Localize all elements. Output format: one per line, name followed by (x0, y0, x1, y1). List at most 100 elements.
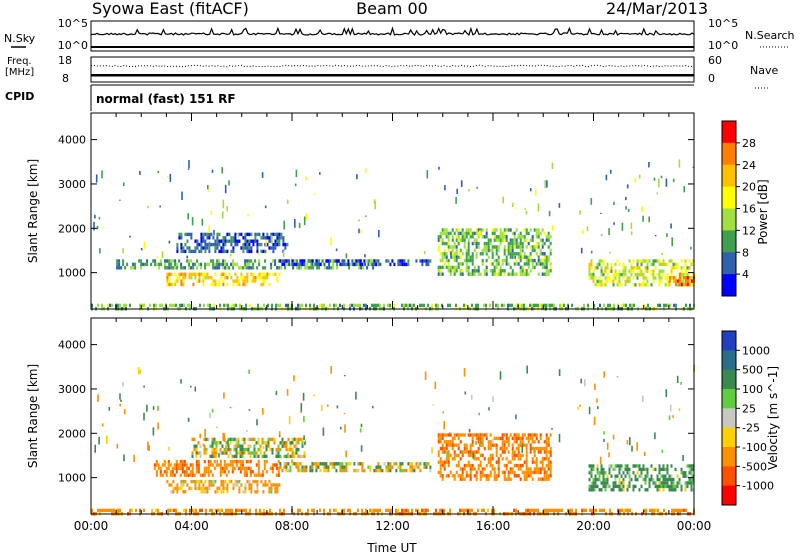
echo-cell (441, 460, 444, 464)
echo-cell (469, 467, 472, 471)
echo-cell (210, 276, 213, 280)
echo-cell (529, 474, 532, 478)
freq-frame (90, 56, 695, 83)
echo-cell (262, 446, 265, 449)
echo-cell (367, 262, 370, 267)
echo-cell (434, 381, 437, 390)
echo-cell (467, 460, 470, 464)
echo-cell (503, 228, 506, 232)
echo-cell (375, 303, 377, 308)
echo-cell (447, 433, 450, 437)
echo-cell (194, 262, 197, 267)
echo-cell (265, 470, 268, 474)
echo-cell (439, 474, 442, 478)
echo-cell (264, 276, 267, 280)
echo-cell (669, 303, 671, 308)
echo-cell (254, 236, 257, 240)
echo-cell (455, 443, 458, 447)
echo-cell (313, 394, 315, 397)
echo-cell (678, 481, 681, 485)
echo-cell (606, 484, 609, 489)
echo-cell (276, 239, 279, 243)
echo-cell (535, 262, 538, 266)
echo-cell (507, 252, 510, 256)
echo-cell (505, 457, 508, 461)
echo-cell (483, 235, 486, 239)
echo-cell (275, 473, 278, 477)
echo-cell (543, 262, 546, 266)
echo-cell (633, 303, 635, 308)
echo-cell (99, 248, 101, 254)
echo-cell (653, 508, 655, 513)
echo-cell (449, 231, 452, 236)
echo-cell (190, 272, 193, 276)
echo-cell (489, 474, 492, 478)
echo-cell (616, 484, 619, 489)
echo-cell (258, 232, 261, 237)
echo-cell (253, 454, 256, 459)
echo-cell (270, 486, 273, 491)
echo-cell (251, 437, 254, 442)
echo-cell (132, 262, 135, 267)
echo-cell (549, 460, 552, 464)
echo-cell (614, 477, 617, 482)
echo-cell (419, 259, 422, 263)
echo-cell (190, 479, 193, 484)
echo-cell (684, 272, 687, 277)
echo-cell (533, 467, 536, 471)
echo-cell (541, 477, 544, 481)
echo-cell (461, 453, 464, 458)
echo-cell (489, 453, 492, 458)
echo-cell (411, 462, 414, 466)
echo-cell (270, 262, 273, 267)
echo-cell (248, 486, 251, 491)
echo-cell (588, 488, 591, 492)
echo-cell (274, 242, 277, 247)
echo-cell (655, 508, 657, 513)
echo-cell (208, 232, 211, 237)
echo-cell (505, 446, 508, 451)
echo-cell (311, 465, 314, 469)
echo-cell (277, 466, 280, 471)
echo-cell (491, 272, 494, 276)
echo-cell (537, 245, 540, 249)
echo-cell (670, 272, 673, 277)
echo-cell (240, 483, 243, 487)
echo-cell (348, 266, 351, 270)
echo-cell (241, 466, 244, 471)
echo-cell (686, 481, 689, 485)
echo-cell (274, 272, 277, 276)
echo-cell (471, 269, 474, 273)
echo-cell (469, 470, 472, 475)
echo-cell (170, 483, 173, 487)
echo-cell (545, 443, 548, 447)
echo-cell (425, 462, 428, 466)
echo-cell (652, 262, 655, 267)
echo-cell (359, 262, 362, 267)
echo-cell (248, 246, 251, 250)
echo-cell (600, 212, 602, 214)
echo-cell (602, 484, 605, 489)
echo-cell (525, 228, 528, 232)
echo-cell (158, 262, 161, 267)
echo-cell (235, 303, 237, 308)
echo-cell (204, 490, 207, 494)
echo-cell (280, 236, 283, 240)
echo-cell (294, 259, 297, 263)
echo-cell (476, 186, 478, 189)
echo-cell (485, 265, 488, 270)
echo-cell (272, 483, 275, 487)
echo-cell (509, 272, 512, 276)
echo-cell (489, 460, 492, 464)
echo-cell (379, 508, 381, 513)
echo-cell (529, 255, 532, 259)
echo-cell (208, 225, 210, 233)
echo-cell (592, 272, 595, 277)
echo-cell (192, 479, 195, 484)
echo-cell (161, 473, 164, 477)
station-title: Syowa East (fitACF) (92, 0, 249, 18)
echo-cell (525, 453, 528, 458)
echo-cell (146, 404, 148, 412)
echo-cell (289, 447, 292, 452)
echo-cell (666, 283, 669, 287)
